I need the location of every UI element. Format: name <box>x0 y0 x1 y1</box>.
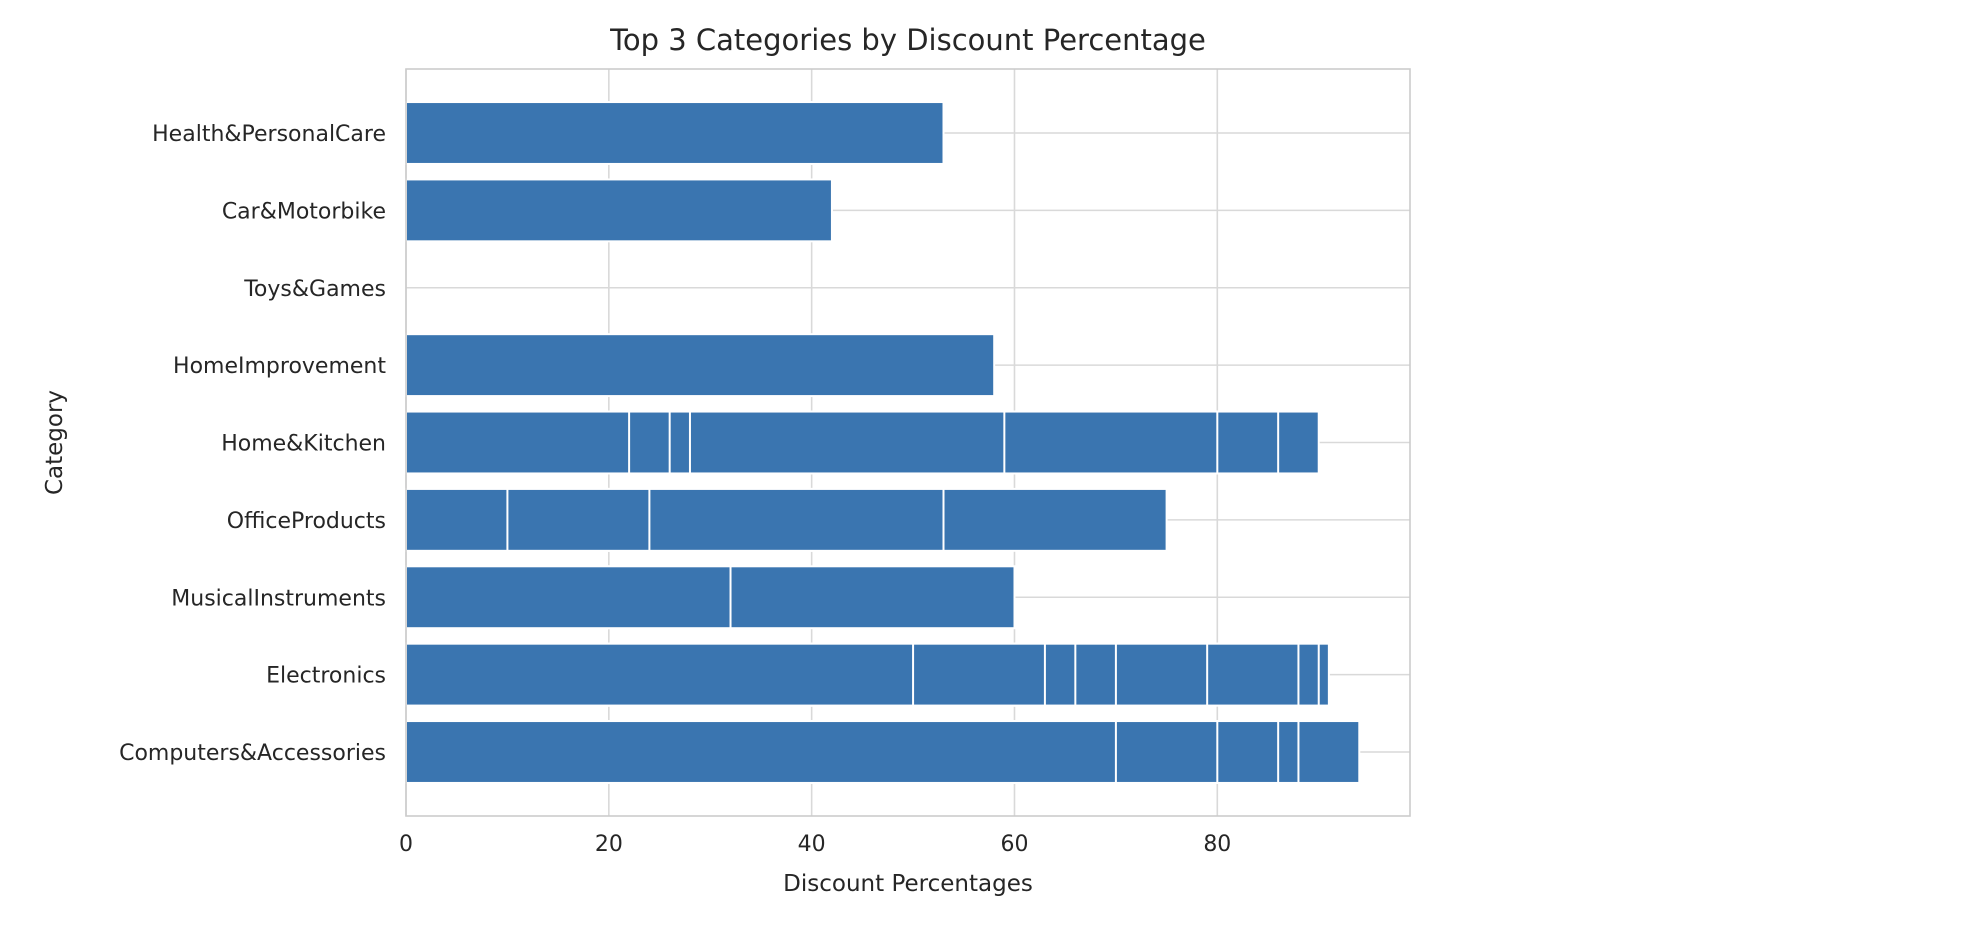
y-tick-label: Home&Kitchen <box>221 432 386 457</box>
y-tick-label: Toys&Games <box>243 277 386 302</box>
x-tick-label: 20 <box>595 832 623 857</box>
y-tick-label: Electronics <box>266 664 386 689</box>
bar-segment <box>405 101 945 165</box>
plot-frame <box>405 68 1411 817</box>
bar-segment <box>405 720 1117 784</box>
labels-layer: 0 20 40 60 80 Computers&Accessories Electronic… <box>119 122 1231 857</box>
y-tick-label: OfficeProducts <box>227 509 386 534</box>
bar-segment <box>405 333 996 398</box>
bar-segment <box>405 487 509 552</box>
y-tick-label: Computers&Accessories <box>119 741 386 766</box>
x-tick-label: 40 <box>798 832 826 857</box>
bar-segment <box>405 642 915 707</box>
y-axis-title: Category <box>42 390 68 495</box>
y-tick-label: Health&PersonalCare <box>152 122 386 147</box>
x-axis-title: Discount Percentages <box>783 871 1033 897</box>
bars-layer <box>405 101 1361 784</box>
y-tick-label: HomeImprovement <box>173 354 386 379</box>
bar-segment <box>405 178 833 243</box>
bar-segment <box>405 565 732 630</box>
chart-title: Top 3 Categories by Discount Percentage <box>609 23 1206 57</box>
x-tick-label: 60 <box>1000 832 1028 857</box>
bar-segment <box>405 410 631 475</box>
x-tick-label: 0 <box>399 832 413 857</box>
y-tick-label: Car&Motorbike <box>222 199 386 224</box>
y-tick-label: MusicalInstruments <box>171 586 386 611</box>
x-tick-label: 80 <box>1203 832 1231 857</box>
